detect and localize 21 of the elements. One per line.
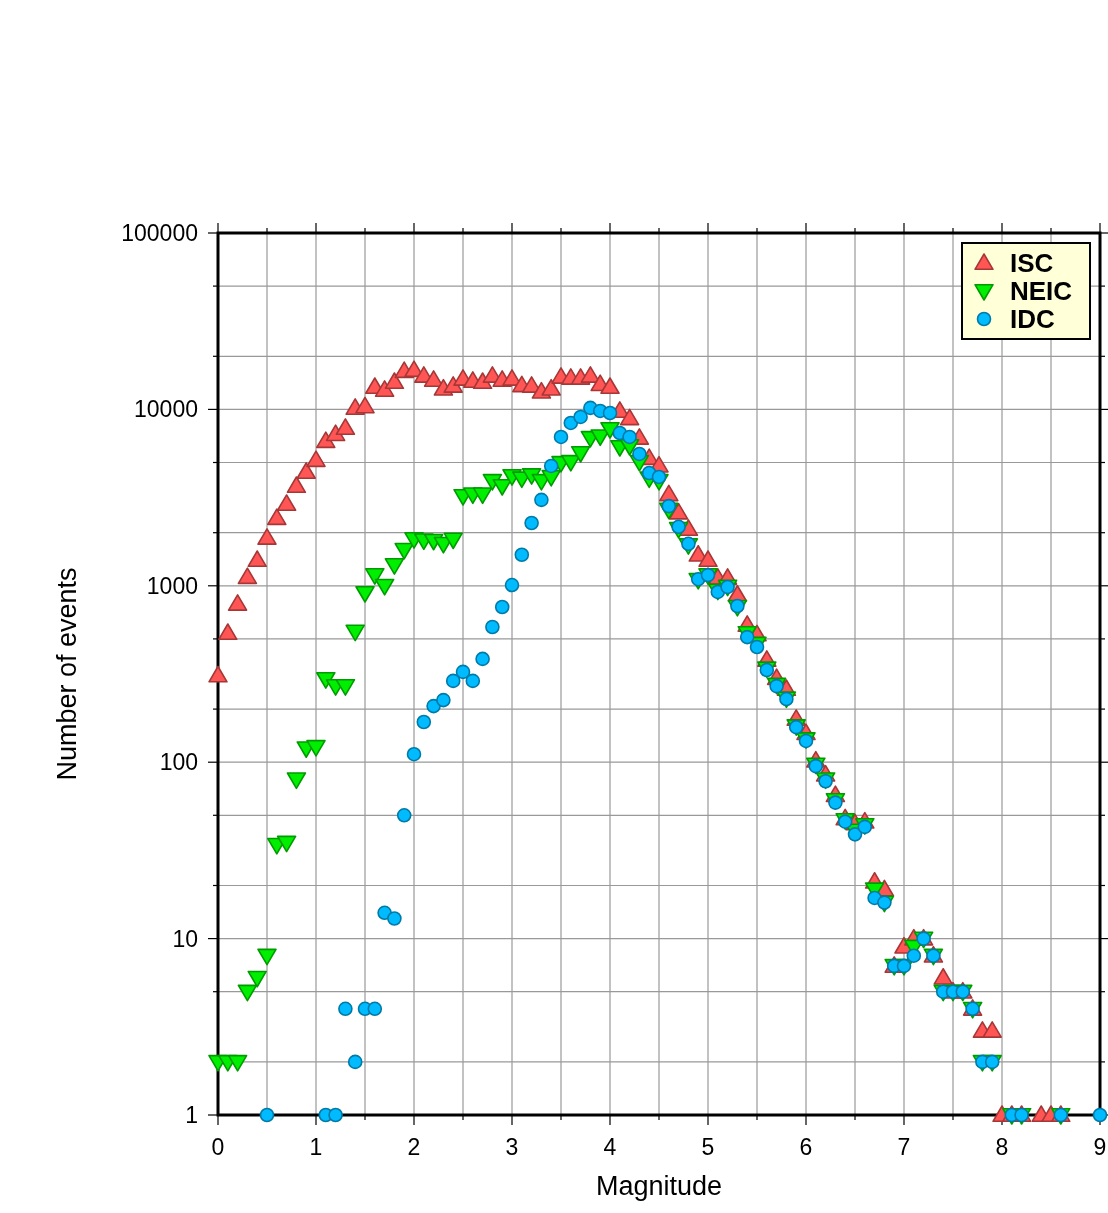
x-tick-label: 8	[995, 1134, 1009, 1160]
x-tick-label: 9	[1093, 1134, 1107, 1160]
y-tick-label: 1	[185, 1102, 198, 1128]
y-axis-title: Number of events	[52, 567, 82, 781]
legend-label: IDC	[1010, 304, 1055, 334]
x-axis-title: Magnitude	[595, 1171, 723, 1201]
x-tick-label: 4	[603, 1134, 617, 1160]
y-tick-label: 1000	[146, 572, 198, 599]
x-tick-label: 3	[505, 1134, 519, 1160]
x-tick-label: 6	[799, 1134, 813, 1160]
y-tick-label: 10	[172, 925, 198, 952]
y-tick-label: 100000	[121, 220, 198, 246]
x-tick-label: 1	[309, 1134, 323, 1160]
x-tick-label: 7	[897, 1134, 911, 1160]
legend-label: ISC	[1010, 248, 1054, 278]
x-tick-label: 5	[701, 1134, 715, 1160]
x-tick-label: 2	[407, 1134, 421, 1160]
y-tick-label: 100	[159, 749, 198, 776]
x-tick-label: 0	[211, 1134, 225, 1160]
y-tick-label: 10000	[134, 396, 198, 423]
legend-label: NEIC	[1010, 276, 1073, 306]
